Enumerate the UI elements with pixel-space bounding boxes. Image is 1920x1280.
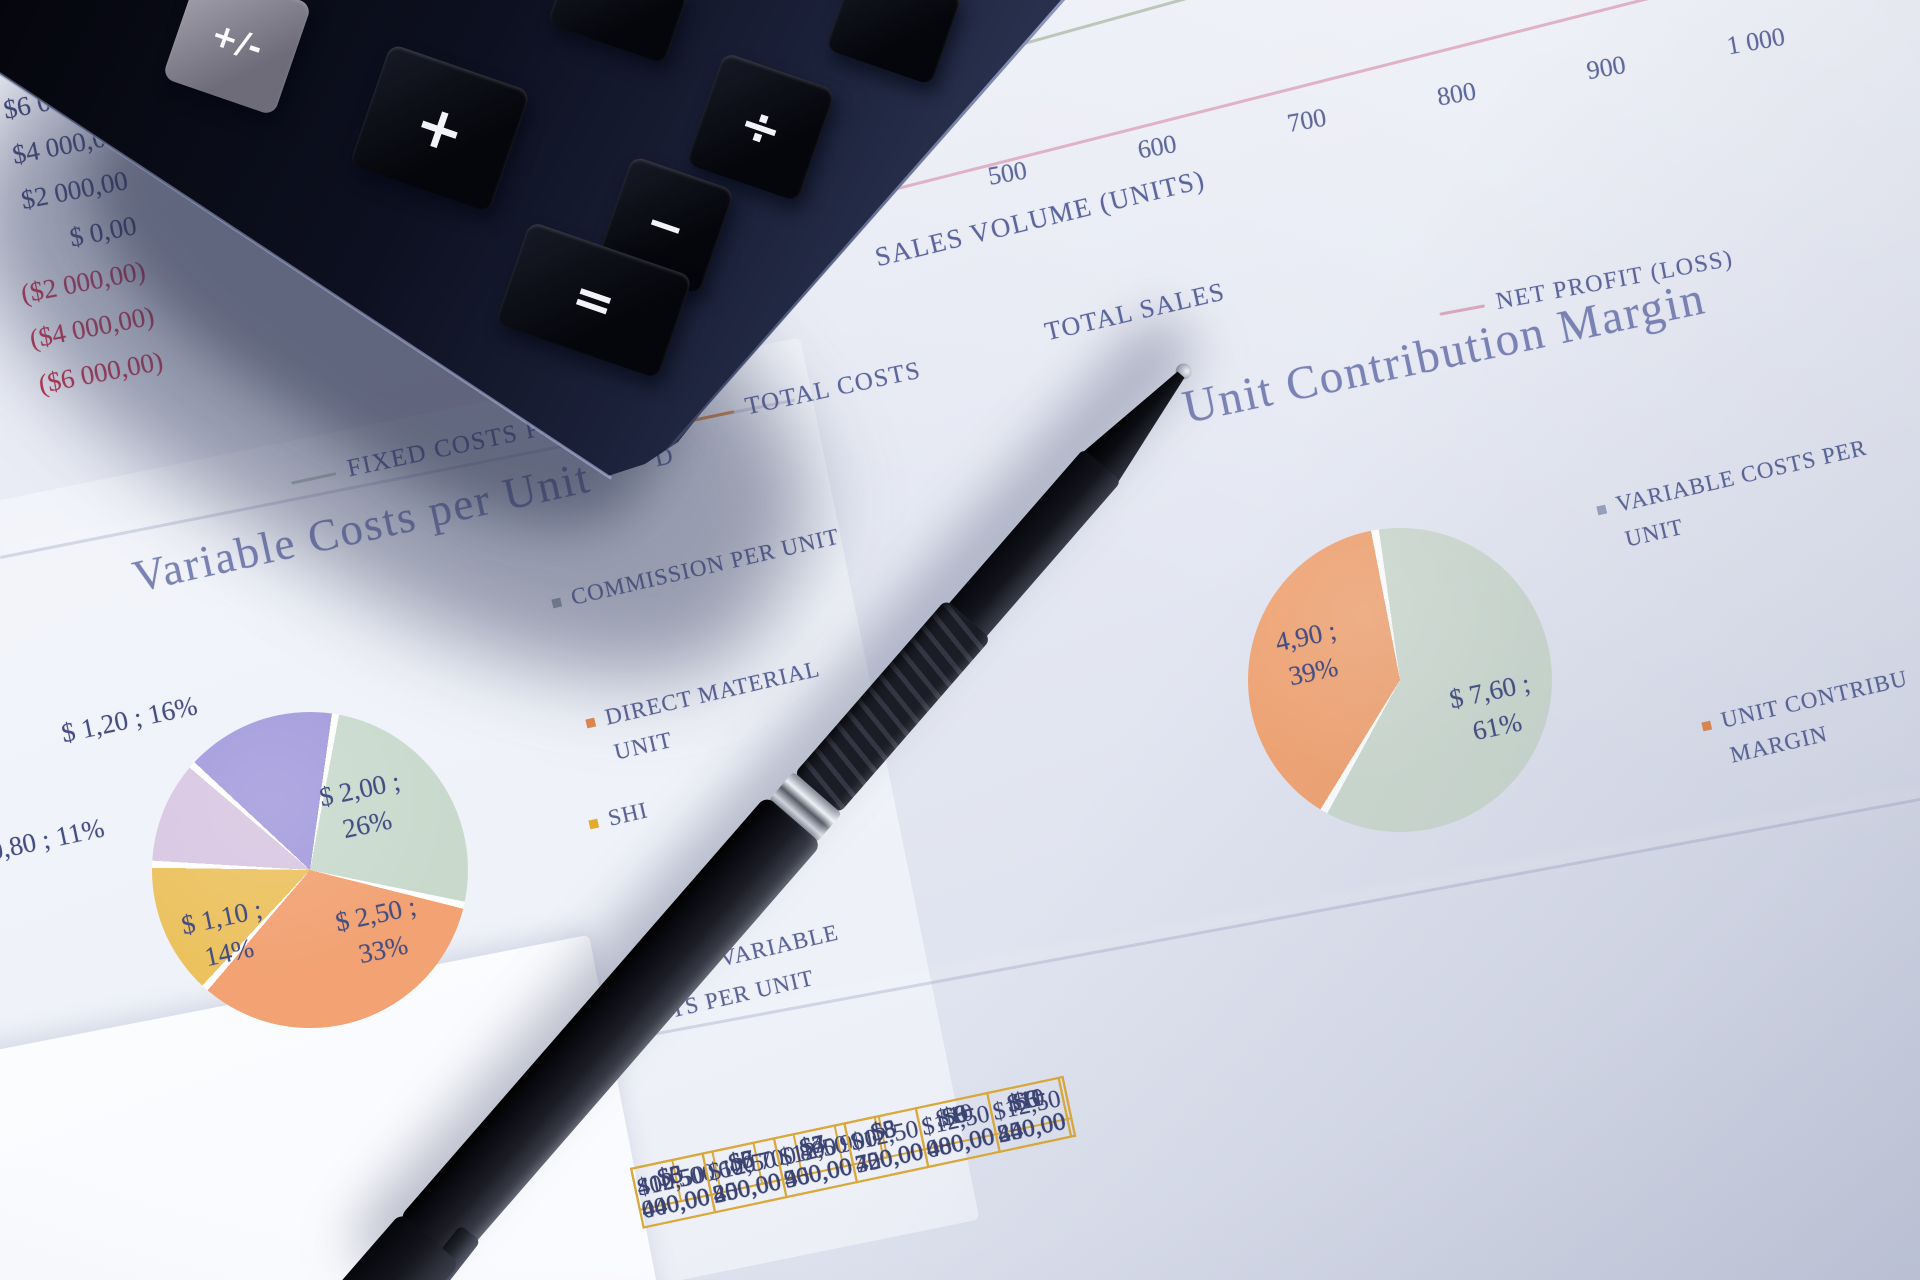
pen-front-section (945, 448, 1122, 640)
net-profit-dash (1439, 304, 1486, 316)
variable-costs-pie (152, 712, 468, 1028)
x-axis-tick: 800 (1434, 76, 1479, 112)
x-axis-tick: 700 (1285, 102, 1329, 138)
top-chart-x-axis: 500 600 700 800 900 1 000 (930, 14, 1833, 202)
legend-text: SHI (605, 797, 651, 831)
contribution-margin-pie (1248, 528, 1552, 832)
x-axis-tick: 600 (1135, 129, 1179, 165)
table-cell: $10 000,00 (915, 1093, 1000, 1167)
right-pie-title: Unit Contribution Margin (1178, 272, 1711, 434)
legend-item-unit-contribution: UNIT CONTRIBU MARGIN (1698, 661, 1919, 778)
x-axis-tick: 1 000 (1724, 21, 1788, 61)
legend-bullet-icon (588, 818, 600, 830)
x-axis-tick: 900 (1584, 49, 1628, 86)
legend-bullet-icon (585, 717, 597, 729)
table-cell: $11 250,00 (986, 1078, 1071, 1152)
legend-bullet-icon (1596, 504, 1608, 516)
legend-item-variable-costs: VARIABLE COSTS PER UNIT (1593, 430, 1879, 562)
legend-bullet-icon (1701, 720, 1713, 732)
